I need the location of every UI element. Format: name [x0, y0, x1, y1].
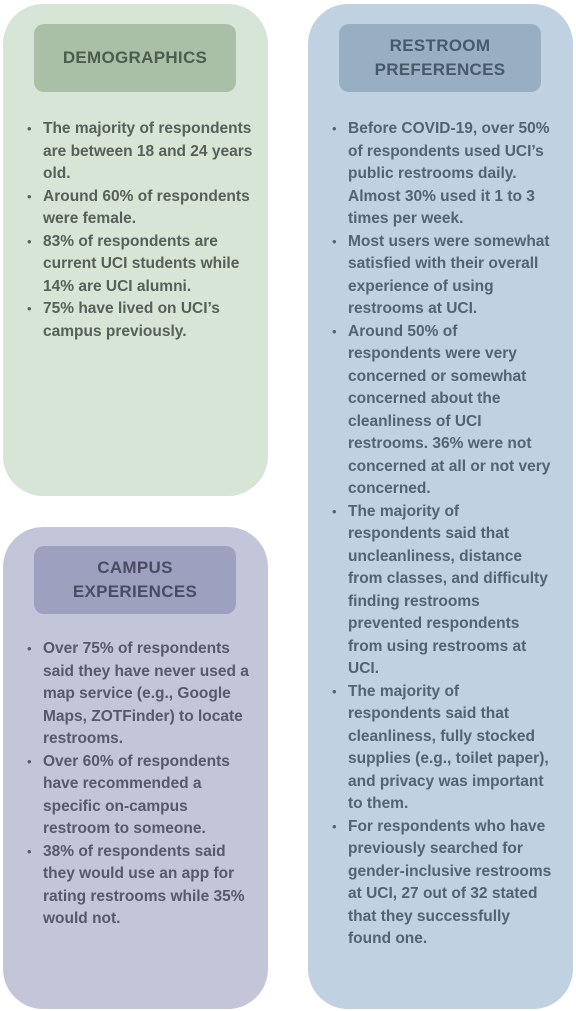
- list-item: • Around 60% of respondents were female.: [27, 187, 250, 228]
- bullet-icon: •: [27, 843, 32, 859]
- demographics-list: • The majority of respondents are between…: [3, 118, 253, 343]
- restroom-preferences-list: • Before COVID-19, over 50% of respondent…: [308, 118, 553, 951]
- bullet-icon: •: [332, 683, 337, 699]
- list-item: • Over 75% of respondents said they have …: [27, 640, 249, 747]
- list-item: • The majority of respondents said that c…: [332, 682, 549, 813]
- restroom-preferences-card: RESTROOM PREFERENCES • Before COVID-19, o…: [308, 4, 573, 1009]
- bullet-icon: •: [27, 233, 32, 249]
- bullet-icon: •: [27, 121, 32, 136]
- bullet-icon: •: [332, 323, 337, 339]
- bullet-icon: •: [27, 301, 32, 316]
- bullet-icon: •: [332, 121, 337, 136]
- campus-experiences-title: CAMPUS EXPERIENCES: [34, 546, 236, 614]
- list-item: • Over 60% of respondents have recommende…: [27, 752, 230, 838]
- campus-experiences-list: • Over 75% of respondents said they have …: [3, 638, 253, 931]
- list-item: • The majority of respondents said that u…: [332, 502, 548, 678]
- list-item: • 83% of respondents are current UCI stud…: [27, 232, 240, 295]
- list-item: • 38% of respondents said they would use …: [27, 842, 245, 928]
- list-item: • Most users were somewhat satisfied with…: [332, 232, 550, 318]
- bullet-icon: •: [27, 753, 32, 769]
- list-item: • The majority of respondents are between…: [27, 120, 253, 182]
- list-item: • Before COVID-19, over 50% of respondent…: [332, 120, 550, 227]
- bullet-icon: •: [27, 188, 32, 204]
- demographics-title: DEMOGRAPHICS: [34, 24, 236, 92]
- demographics-card: DEMOGRAPHICS • The majority of respondent…: [3, 4, 268, 496]
- restroom-preferences-title: RESTROOM PREFERENCES: [339, 24, 541, 92]
- bullet-icon: •: [27, 641, 32, 656]
- list-item: • For respondents who have previously sea…: [332, 817, 552, 948]
- campus-experiences-card: CAMPUS EXPERIENCES • Over 75% of responde…: [3, 527, 268, 1009]
- list-item: • Around 50% of respondents were very con…: [332, 322, 551, 498]
- bullet-icon: •: [332, 503, 337, 519]
- bullet-icon: •: [332, 233, 337, 249]
- list-item: • 75% have lived on UCI’s campus previous…: [27, 300, 220, 340]
- bullet-icon: •: [332, 818, 337, 834]
